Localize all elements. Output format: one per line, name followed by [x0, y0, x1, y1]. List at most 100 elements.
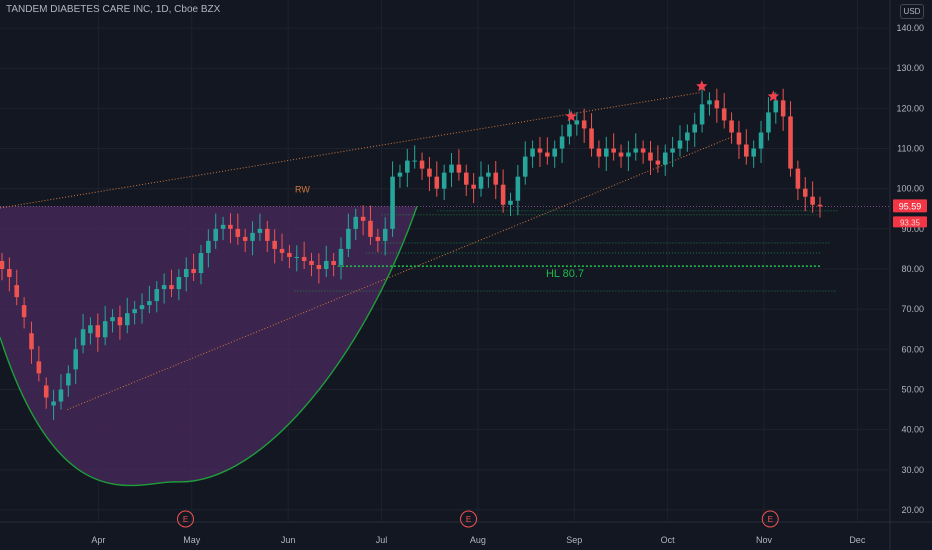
x-tick-label: May — [183, 535, 201, 545]
candle-body — [139, 305, 145, 310]
symbol-title[interactable]: TANDEM DIABETES CARE INC, 1D, Cboe BZX — [6, 4, 220, 15]
candle-body — [301, 256, 307, 261]
candle-body — [441, 172, 447, 189]
candle-body — [161, 285, 167, 290]
candle-body — [80, 329, 86, 346]
candle-body — [287, 252, 292, 257]
earnings-label: E — [466, 515, 471, 524]
candle-body — [294, 256, 300, 258]
y-tick-label: 120.00 — [896, 103, 924, 113]
candle-body — [183, 269, 189, 278]
candle-body — [110, 317, 115, 322]
candle-body — [316, 264, 322, 269]
candle-body — [685, 132, 690, 141]
candle-body — [242, 236, 248, 241]
candle-body — [213, 228, 218, 241]
candle-body — [780, 100, 786, 117]
candle-body — [478, 176, 484, 189]
candle-body — [21, 305, 27, 318]
candle-body — [36, 361, 42, 374]
candle-body — [530, 148, 535, 157]
currency-badge[interactable]: USD — [900, 4, 924, 19]
candle-body — [117, 317, 123, 326]
candle-body — [515, 176, 521, 201]
candle-body — [405, 160, 410, 173]
candle-body — [817, 204, 823, 207]
y-tick-label: 50.00 — [901, 384, 924, 394]
candle-body — [648, 152, 653, 161]
candle-body — [235, 228, 241, 237]
candle-body — [279, 248, 285, 253]
candle-body — [810, 196, 815, 205]
candle-body — [736, 132, 742, 145]
candle-body — [382, 228, 388, 241]
candle-body — [714, 100, 720, 109]
second-price-label: 93.35 — [900, 218, 921, 227]
y-tick-label: 130.00 — [896, 63, 924, 73]
earnings-icon — [460, 510, 478, 528]
y-tick-label: 20.00 — [901, 505, 924, 515]
candle-body — [309, 260, 314, 265]
candle-body — [508, 200, 513, 205]
candle-body — [147, 301, 152, 306]
x-tick-label: Jul — [376, 535, 388, 545]
y-tick-label: 140.00 — [896, 23, 924, 33]
candle-body — [640, 148, 646, 153]
upper-trend-line — [0, 91, 702, 209]
candle-body — [707, 100, 712, 105]
candle-body — [412, 160, 417, 162]
cup-outline — [0, 206, 418, 487]
candle-body — [88, 325, 93, 334]
candle-body — [604, 148, 609, 157]
candle-body — [51, 401, 56, 406]
current-price-label: 95.59 — [899, 201, 922, 211]
candle-body — [662, 152, 668, 165]
candle-body — [191, 269, 196, 274]
candle-body — [758, 132, 764, 149]
candle-body — [449, 164, 454, 173]
y-tick-label: 80.00 — [901, 264, 924, 274]
candle-body — [58, 389, 64, 402]
candle-body — [677, 140, 683, 149]
candle-body — [102, 321, 108, 338]
candle-body — [721, 108, 727, 121]
candle-body — [132, 309, 137, 314]
candle-body — [434, 176, 440, 189]
x-tick-label: Dec — [849, 535, 866, 545]
candle-body — [331, 260, 336, 265]
candle-body — [552, 148, 557, 157]
candle-body — [567, 124, 572, 137]
hl-label: HL 80.7 — [546, 268, 584, 280]
candle-body — [154, 289, 160, 302]
candle-body — [43, 385, 49, 398]
candle-body — [272, 240, 277, 249]
candle-body — [766, 112, 771, 133]
candle-body — [581, 120, 587, 129]
candle-body — [14, 285, 20, 298]
price-axis[interactable]: 20.00 30.00 40.00 50.00 60.00 70.00 80.00 90.00… — [893, 23, 927, 515]
y-tick-label: 60.00 — [901, 344, 924, 354]
candle-body — [73, 349, 78, 370]
candle-body — [198, 252, 204, 274]
candle-body — [368, 220, 373, 237]
cup-label: RW — [295, 185, 310, 195]
candle-body — [456, 164, 462, 173]
candle-body — [176, 277, 182, 290]
candle-body — [618, 152, 624, 157]
y-tick-label: 70.00 — [901, 304, 924, 314]
candle-body — [463, 172, 469, 185]
peak-star-icon — [767, 90, 780, 102]
candle-body — [7, 269, 12, 278]
time-axis[interactable]: Apr May Jun Jul Aug Sep Oct Nov Dec — [91, 535, 865, 545]
earnings-label: E — [183, 515, 188, 524]
candle-body — [773, 100, 779, 113]
x-tick-label: Apr — [91, 535, 105, 545]
peak-star-icon — [696, 80, 708, 92]
candle-body — [375, 236, 381, 241]
candle-body — [545, 152, 550, 157]
candle-body — [471, 184, 476, 189]
candle-body — [265, 228, 270, 241]
symbol-title-text: TANDEM DIABETES CARE INC, 1D, Cboe BZX — [6, 4, 221, 15]
candle-body — [751, 148, 756, 157]
